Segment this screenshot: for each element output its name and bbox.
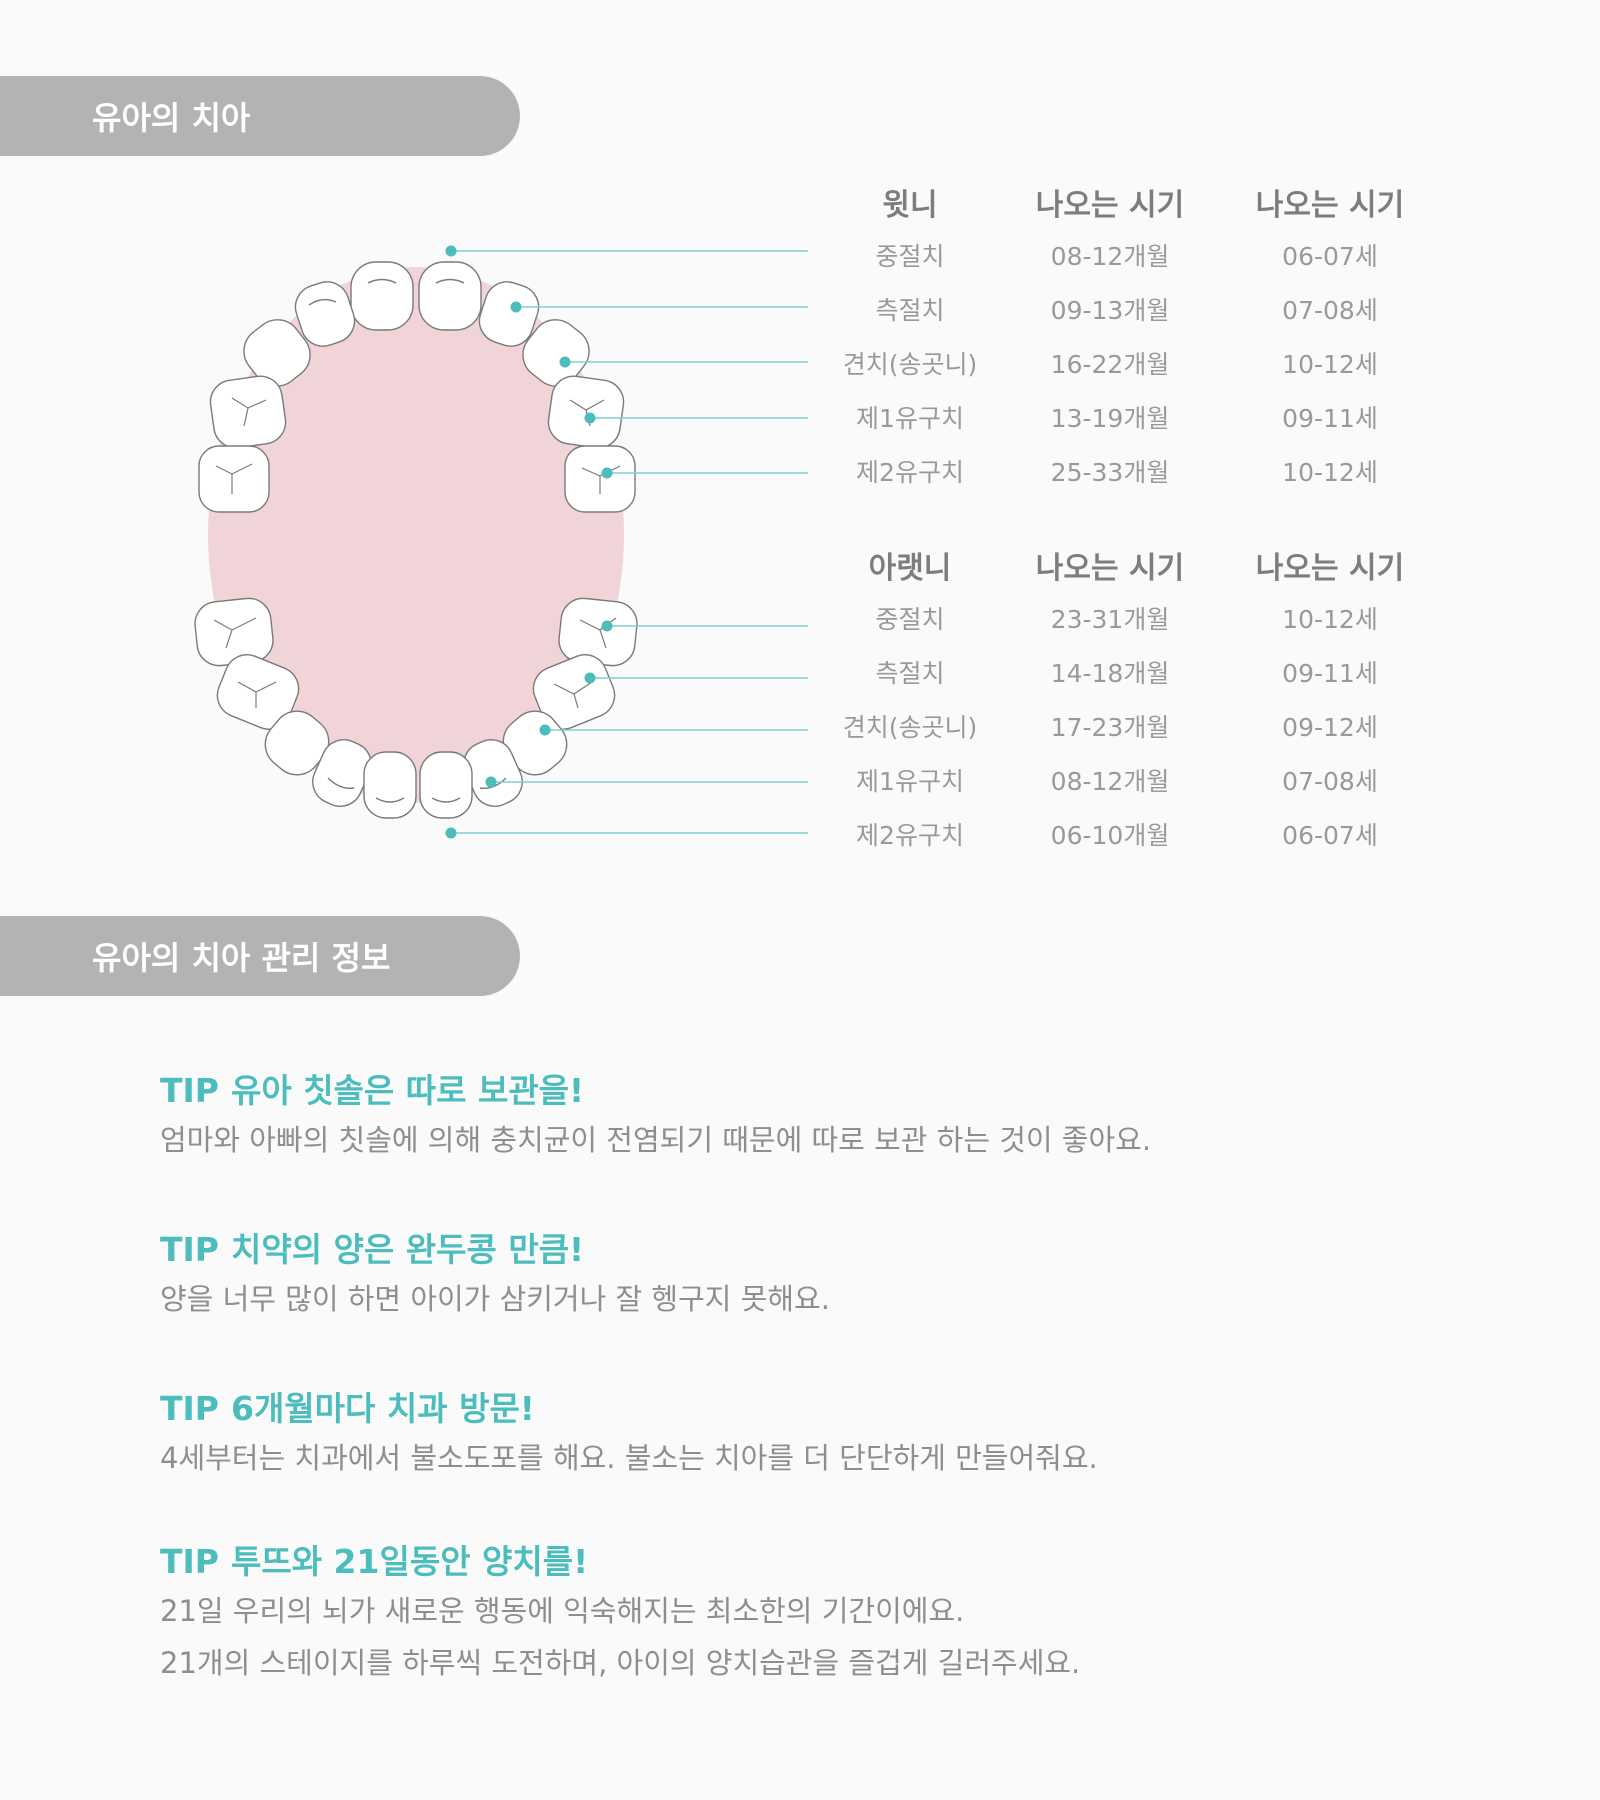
header-cell: 나오는 시기	[1035, 551, 1185, 586]
pointer-dot-upper-first-molar	[584, 412, 596, 424]
tip-heading: 6개월마다 치과 방문!	[230, 1389, 535, 1428]
tip-description: 21개의 스테이지를 하루씩 도전하며, 아이의 양치습관을 즐겁게 길러주세요…	[160, 1646, 1081, 1680]
tooth-upper-right-central	[350, 261, 414, 331]
pointer-dot-upper-second-molar	[601, 467, 613, 479]
teeth-diagram	[194, 245, 808, 839]
table-row: 제2유구치 25-33개월 10-12세	[820, 453, 1420, 507]
tip-description: 4세부터는 치과에서 불소도포를 해요. 불소는 치아를 더 단단하게 만들어줘…	[160, 1441, 1098, 1475]
eruption-cell: 17-23개월	[1050, 713, 1170, 742]
pointer-dot-lower-second-molar	[445, 827, 457, 839]
eruption-cell: 25-33개월	[1050, 458, 1170, 487]
tip-block: TIP 6개월마다 치과 방문! 4세부터는 치과에서 불소도포를 해요. 불소는…	[160, 1386, 1500, 1484]
pointer-dot-upper-canine	[559, 356, 571, 368]
section-header-teeth: 유아의 치아	[0, 76, 520, 156]
tip-title: TIP 치약의 양은 완두콩 만큼!	[160, 1227, 1500, 1273]
tooth-name-cell: 견치(송곳니)	[842, 713, 978, 742]
shedding-cell: 10-12세	[1282, 605, 1378, 634]
table-row: 측절치 14-18개월 09-11세	[820, 654, 1420, 708]
section-header-care-info: 유아의 치아 관리 정보	[0, 916, 520, 996]
pointer-dot-lower-lateral	[584, 672, 596, 684]
tooth-name-cell: 중절치	[875, 242, 945, 271]
eruption-cell: 16-22개월	[1050, 350, 1170, 379]
shedding-cell: 09-12세	[1282, 713, 1378, 742]
tooth-name-cell: 제1유구치	[856, 404, 964, 433]
header-cell: 윗니	[882, 188, 938, 223]
table-row: 제1유구치 08-12개월 07-08세	[820, 762, 1420, 816]
tooth-lower-left-second-molar	[558, 597, 638, 667]
tooth-upper-left-lateral	[478, 281, 540, 347]
table-row: 제2유구치 06-10개월 06-07세	[820, 816, 1420, 870]
eruption-cell: 09-13개월	[1050, 296, 1170, 325]
tooth-name-cell: 제2유구치	[856, 821, 964, 850]
tooth-name-cell: 측절치	[875, 659, 945, 688]
tooth-upper-left-canine	[522, 319, 590, 387]
tooth-name-cell: 측절치	[875, 296, 945, 325]
tip-description: 21일 우리의 뇌가 새로운 행동에 익숙해지는 최소한의 기간이에요.	[160, 1594, 965, 1628]
shedding-cell: 07-08세	[1282, 767, 1378, 796]
tooth-name-cell: 제2유구치	[856, 458, 964, 487]
shedding-cell: 06-07세	[1282, 242, 1378, 271]
tooth-upper-right-lateral	[294, 281, 356, 347]
header-cell: 나오는 시기	[1035, 188, 1185, 223]
tooth-lower-right-central	[363, 751, 417, 819]
tooth-lower-right-first-molar	[216, 654, 300, 730]
tooth-upper-right-second-molar	[198, 445, 270, 513]
tooth-lower-left-central	[419, 751, 473, 819]
tip-title: TIP 유아 칫솔은 따로 보관을!	[160, 1068, 1500, 1114]
table-row: 견치(송곳니) 16-22개월 10-12세	[820, 345, 1420, 399]
tooth-name-cell: 중절치	[875, 605, 945, 634]
pointer-dot-lower-first-molar	[485, 776, 497, 788]
pointer-dot-upper-lateral	[510, 301, 522, 313]
eruption-cell: 06-10개월	[1050, 821, 1170, 850]
header-cell: 아랫니	[868, 551, 952, 586]
tip-heading: 유아 칫솔은 따로 보관을!	[230, 1071, 585, 1110]
tip-heading: 투뜨와 21일동안 양치를!	[230, 1542, 589, 1581]
table-header-row: 아랫니 나오는 시기 나오는 시기	[820, 543, 1420, 597]
tip-block: TIP 치약의 양은 완두콩 만큼! 양을 너무 많이 하면 아이가 삼키거나 잘…	[160, 1227, 1500, 1325]
shedding-cell: 10-12세	[1282, 350, 1378, 379]
tooth-upper-right-first-molar	[209, 375, 287, 449]
shedding-cell: 07-08세	[1282, 296, 1378, 325]
tip-label: TIP	[160, 1542, 219, 1581]
tip-description: 엄마와 아빠의 칫솔에 의해 충치균이 전염되기 때문에 따로 보관 하는 것이…	[160, 1123, 1152, 1157]
pointer-dot-lower-canine	[539, 724, 551, 736]
tooth-name-cell: 제1유구치	[856, 767, 964, 796]
shedding-cell: 06-07세	[1282, 821, 1378, 850]
tooth-lower-right-second-molar	[194, 597, 274, 667]
eruption-cell: 14-18개월	[1050, 659, 1170, 688]
header-cell: 나오는 시기	[1255, 551, 1405, 586]
tip-label: TIP	[160, 1230, 219, 1269]
header-cell: 나오는 시기	[1255, 188, 1405, 223]
shedding-cell: 10-12세	[1282, 458, 1378, 487]
section-title-teeth: 유아의 치아	[92, 99, 251, 137]
section-title-care-info: 유아의 치아 관리 정보	[92, 939, 391, 977]
eruption-cell: 23-31개월	[1050, 605, 1170, 634]
gum-area	[208, 267, 624, 803]
tip-title: TIP 6개월마다 치과 방문!	[160, 1386, 1500, 1432]
tooth-upper-left-central	[418, 261, 482, 331]
shedding-cell: 09-11세	[1282, 659, 1378, 688]
eruption-cell: 13-19개월	[1050, 404, 1170, 433]
tip-label: TIP	[160, 1071, 219, 1110]
eruption-cell: 08-12개월	[1050, 242, 1170, 271]
pointer-dot-upper-central	[445, 245, 457, 257]
tooth-upper-right-canine	[243, 319, 311, 387]
tooth-name-cell: 견치(송곳니)	[842, 350, 978, 379]
table-row: 중절치 23-31개월 10-12세	[820, 600, 1420, 654]
table-row: 제1유구치 13-19개월 09-11세	[820, 399, 1420, 453]
eruption-cell: 08-12개월	[1050, 767, 1170, 796]
tip-heading: 치약의 양은 완두콩 만큼!	[230, 1230, 585, 1269]
table-row: 중절치 08-12개월 06-07세	[820, 237, 1420, 291]
tip-block: TIP 투뜨와 21일동안 양치를! 21일 우리의 뇌가 새로운 행동에 익숙해…	[160, 1539, 1500, 1689]
pointer-dot-lower-central	[601, 620, 613, 632]
table-header-row: 윗니 나오는 시기 나오는 시기	[820, 180, 1420, 234]
tip-description: 양을 너무 많이 하면 아이가 삼키거나 잘 헹구지 못해요.	[160, 1282, 830, 1316]
tip-block: TIP 유아 칫솔은 따로 보관을! 엄마와 아빠의 칫솔에 의해 충치균이 전염…	[160, 1068, 1500, 1166]
table-row: 측절치 09-13개월 07-08세	[820, 291, 1420, 345]
tip-label: TIP	[160, 1389, 219, 1428]
tip-title: TIP 투뜨와 21일동안 양치를!	[160, 1539, 1500, 1585]
shedding-cell: 09-11세	[1282, 404, 1378, 433]
table-row: 견치(송곳니) 17-23개월 09-12세	[820, 708, 1420, 762]
